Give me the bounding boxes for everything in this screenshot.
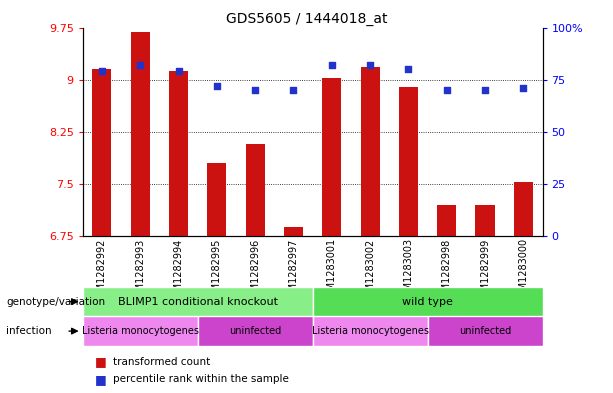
Bar xyxy=(399,86,418,236)
Bar xyxy=(284,227,303,236)
Text: GSM1282998: GSM1282998 xyxy=(442,238,452,304)
Point xyxy=(365,62,375,68)
Point xyxy=(442,87,452,93)
Bar xyxy=(83,316,197,346)
Text: percentile rank within the sample: percentile rank within the sample xyxy=(113,374,289,384)
Bar xyxy=(322,78,341,236)
Text: GSM1282992: GSM1282992 xyxy=(97,238,107,304)
Text: infection: infection xyxy=(6,326,51,336)
Point xyxy=(519,85,528,91)
Bar xyxy=(476,205,495,236)
Point xyxy=(97,68,107,74)
Point xyxy=(289,87,299,93)
Point xyxy=(480,87,490,93)
Bar xyxy=(313,287,543,316)
Text: wild type: wild type xyxy=(402,297,453,307)
Bar xyxy=(514,182,533,236)
Text: GSM1282999: GSM1282999 xyxy=(480,238,490,304)
Text: uninfected: uninfected xyxy=(229,326,281,336)
Point xyxy=(403,66,413,72)
Bar xyxy=(83,287,313,316)
Bar xyxy=(131,32,150,236)
Point xyxy=(135,62,145,68)
Text: GSM1283001: GSM1283001 xyxy=(327,238,337,303)
Point xyxy=(212,83,222,89)
Point xyxy=(327,62,337,68)
Text: GSM1282995: GSM1282995 xyxy=(212,238,222,304)
Bar xyxy=(313,316,428,346)
Point xyxy=(173,68,183,74)
Text: GSM1283003: GSM1283003 xyxy=(403,238,413,303)
Text: GDS5605 / 1444018_at: GDS5605 / 1444018_at xyxy=(226,12,387,26)
Bar xyxy=(360,67,379,236)
Text: transformed count: transformed count xyxy=(113,356,211,367)
Bar xyxy=(437,205,456,236)
Text: ■: ■ xyxy=(95,355,107,368)
Text: GSM1282997: GSM1282997 xyxy=(289,238,299,304)
Text: Listeria monocytogenes: Listeria monocytogenes xyxy=(311,326,428,336)
Text: GSM1282994: GSM1282994 xyxy=(173,238,183,304)
Text: GSM1282996: GSM1282996 xyxy=(250,238,260,304)
Bar xyxy=(246,144,265,236)
Bar xyxy=(207,163,226,236)
Text: Listeria monocytogenes: Listeria monocytogenes xyxy=(82,326,199,336)
Text: BLIMP1 conditional knockout: BLIMP1 conditional knockout xyxy=(118,297,278,307)
Text: GSM1283000: GSM1283000 xyxy=(519,238,528,303)
Text: ■: ■ xyxy=(95,373,107,386)
Bar xyxy=(93,69,112,236)
Text: GSM1283002: GSM1283002 xyxy=(365,238,375,304)
Bar xyxy=(169,71,188,236)
Text: GSM1282993: GSM1282993 xyxy=(135,238,145,304)
Bar xyxy=(428,316,543,346)
Point xyxy=(250,87,260,93)
Text: uninfected: uninfected xyxy=(459,326,511,336)
Bar xyxy=(197,316,313,346)
Text: genotype/variation: genotype/variation xyxy=(6,297,105,307)
